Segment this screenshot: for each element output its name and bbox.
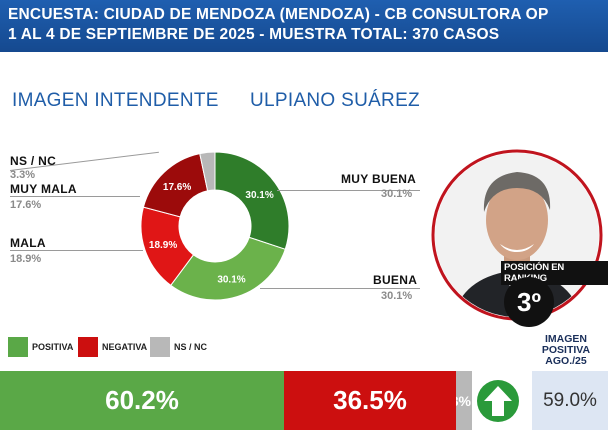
subject-name: ULPIANO SUÁREZ (250, 90, 420, 111)
legend-label-negativa: NEGATIVA (102, 342, 148, 352)
value-muy-mala: 17.6% (10, 199, 42, 211)
leader-line-buena (260, 288, 420, 289)
previous-label: IMAGEN POSITIVA AGO./25 (541, 333, 591, 367)
slice-ns-nc (199, 151, 216, 192)
bar-positiva: 60.2% (0, 371, 284, 430)
previous-value: 59.0% (532, 371, 608, 430)
data-label-muy-mala: 17.6% (163, 182, 191, 193)
data-label-mala: 18.9% (149, 240, 177, 251)
data-label-buena: 30.1% (217, 274, 245, 285)
donut-chart: 30.1% 30.1% 18.9% 17.6% (140, 151, 290, 301)
leader-line-mala (10, 250, 143, 251)
header-line-1: ENCUESTA: CIUDAD DE MENDOZA (MENDOZA) - … (8, 6, 549, 23)
legend-swatch-positiva (8, 337, 28, 357)
label-muy-mala: MUY MALA (10, 182, 77, 196)
ranking-value: 3º (504, 277, 554, 327)
legend-swatch-negativa (78, 337, 98, 357)
label-muy-buena: MUY BUENA (341, 172, 417, 186)
value-muy-buena: 30.1% (381, 188, 413, 200)
legend-label-ns-nc: NS / NC (174, 342, 208, 352)
leader-line-muy-mala (10, 196, 140, 197)
data-label-muy-buena: 30.1% (245, 190, 273, 201)
value-buena: 30.1% (381, 290, 413, 302)
slice-muy-buena (214, 151, 290, 250)
bar-negativa: 36.5% (284, 371, 456, 430)
header-line-2: 1 AL 4 DE SEPTIEMBRE DE 2025 - MUESTRA T… (8, 26, 500, 43)
chart-title: IMAGEN INTENDENTE (12, 90, 219, 111)
label-ns-nc: NS / NC (10, 154, 57, 168)
bar-ns-nc: 3.3% (456, 371, 472, 430)
leader-line-muy-buena (277, 190, 420, 191)
slice-buena (170, 236, 286, 301)
legend-label-positiva: POSITIVA (32, 342, 74, 352)
up-arrow-icon (475, 378, 521, 424)
header-banner: ENCUESTA: CIUDAD DE MENDOZA (MENDOZA) - … (0, 0, 608, 52)
legend-swatch-ns-nc (150, 337, 170, 357)
label-buena: BUENA (373, 273, 418, 287)
label-mala: MALA (10, 236, 46, 250)
value-mala: 18.9% (10, 253, 42, 265)
value-ns-nc: 3.3% (10, 169, 36, 181)
